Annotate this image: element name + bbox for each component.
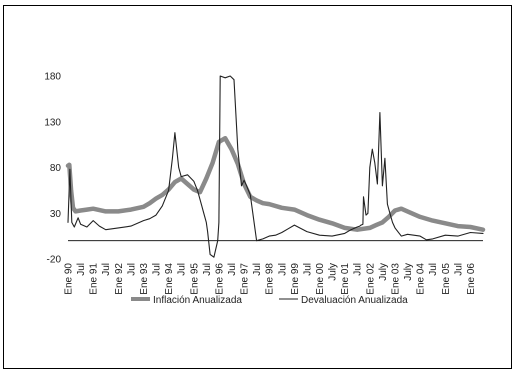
legend-label-devaluacion: Devaluación Anualizada bbox=[301, 295, 408, 306]
x-tick-label: Jul bbox=[353, 263, 364, 276]
x-tick-label: Jul bbox=[76, 263, 87, 276]
x-tick-label: July bbox=[328, 263, 339, 281]
x-tick-label: Ene 06 bbox=[466, 263, 477, 295]
series-line-devaluacion bbox=[67, 75, 484, 258]
x-tick-label: July bbox=[378, 263, 389, 281]
x-tick-label: Ene 91 bbox=[89, 263, 100, 295]
x-tick-label: Ene 92 bbox=[114, 263, 125, 295]
x-tick-label: Jul bbox=[177, 263, 188, 276]
x-tick-label: Jul bbox=[227, 263, 238, 276]
x-tick-label: Jul bbox=[428, 263, 439, 276]
x-tick-label: Jul bbox=[277, 263, 288, 276]
y-tick-label: 130 bbox=[44, 117, 61, 128]
x-tick-label: Ene 99 bbox=[290, 263, 301, 295]
x-tick-label: Jul bbox=[302, 263, 313, 276]
x-tick-label: Jul bbox=[453, 263, 464, 276]
series-line-inflacion bbox=[65, 135, 486, 232]
x-tick-label: Jul bbox=[101, 263, 112, 276]
x-tick-label: Ene 93 bbox=[139, 263, 150, 295]
plot-lines bbox=[65, 75, 486, 258]
x-tick-label: Ene 01 bbox=[340, 263, 351, 295]
legend-label-inflacion: Inflación Anualizada bbox=[153, 295, 242, 306]
x-tick-label: Jul bbox=[252, 263, 263, 276]
y-tick-label: 180 bbox=[44, 72, 61, 83]
legend: Inflación Anualizada Devaluación Anualiz… bbox=[131, 295, 408, 306]
y-tick-label: 30 bbox=[50, 209, 62, 220]
y-axis: -20 30 80 130 180 bbox=[44, 72, 61, 266]
x-tick-label: Ene 05 bbox=[441, 263, 452, 295]
y-tick-label: 80 bbox=[50, 163, 62, 174]
x-tick-label: Jul bbox=[202, 263, 213, 276]
x-tick-label: July bbox=[403, 263, 414, 281]
x-tick-label: Jul bbox=[126, 263, 137, 276]
x-tick-label: Ene 97 bbox=[240, 263, 251, 295]
x-tick-label: Ene 02 bbox=[365, 263, 376, 295]
x-tick-label: Ene 98 bbox=[265, 263, 276, 295]
x-tick-label: Ene 94 bbox=[164, 263, 175, 295]
x-tick-label: Ene 00 bbox=[315, 263, 326, 295]
x-tick-label: Ene 95 bbox=[189, 263, 200, 295]
x-tick-label: Ene 96 bbox=[214, 263, 225, 295]
chart-frame bbox=[3, 5, 512, 369]
x-tick-label: Ene 90 bbox=[64, 263, 75, 295]
x-axis: Ene 90 Jul Ene 91 Jul Ene 92 Jul Ene 93 Jul Ene … bbox=[64, 240, 483, 295]
y-tick-label: -20 bbox=[47, 255, 62, 266]
x-tick-label: Ene 03 bbox=[390, 263, 401, 295]
x-tick-label: Jul bbox=[152, 263, 163, 276]
x-tick-label: Ene 04 bbox=[416, 263, 427, 295]
